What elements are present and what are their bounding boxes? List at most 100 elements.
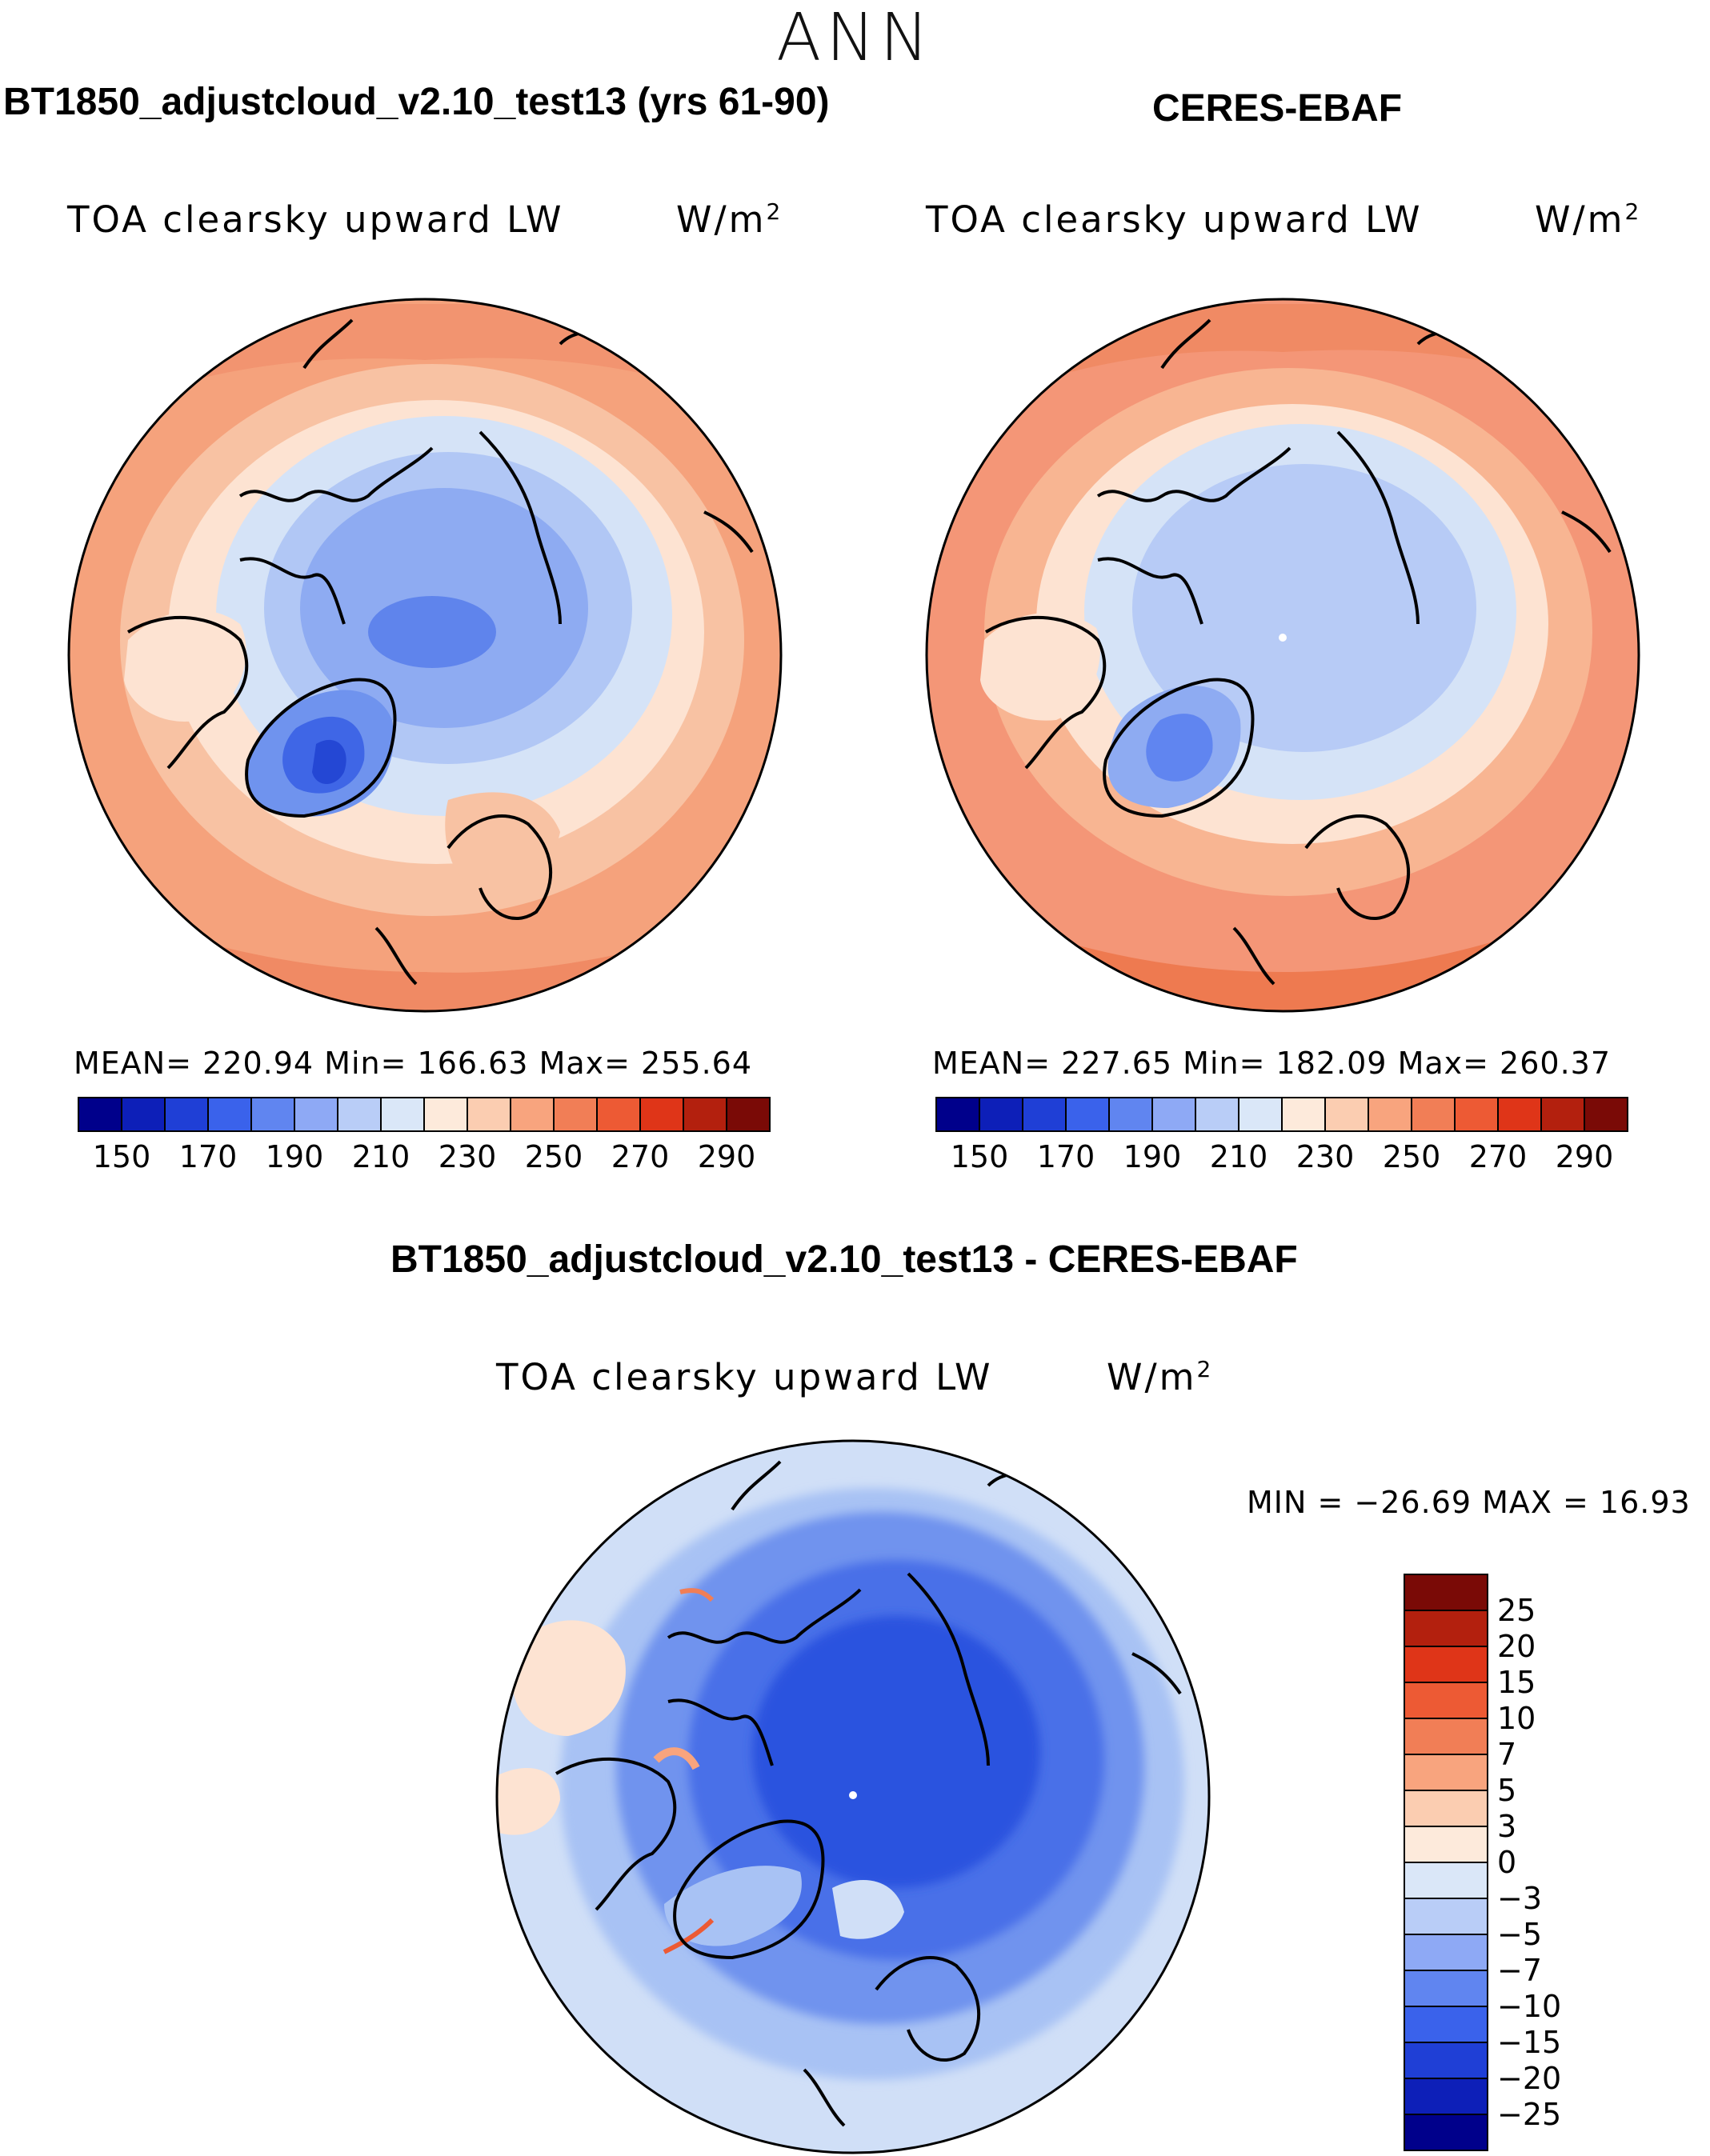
model-colorbar-swatch: [639, 1097, 684, 1132]
diff-map-border: [495, 1439, 1211, 2154]
diff-colorbar-tick-label: −5: [1497, 1917, 1543, 1952]
diff-colorbar-swatch: [1404, 1574, 1488, 1611]
diff-coastlines: [555, 1460, 1182, 2127]
diff-colorbar-swatch: [1404, 1862, 1488, 1899]
obs-colorbar-swatch: [1324, 1097, 1369, 1132]
model-colorbar-swatch: [121, 1097, 166, 1132]
obs-colorbar-swatch: [1195, 1097, 1239, 1132]
obs-colorbar: [935, 1097, 1628, 1132]
model-colorbar-swatch: [207, 1097, 252, 1132]
diff-colorbar-tick-label: 10: [1497, 1701, 1536, 1736]
model-map-border: [67, 298, 783, 1013]
obs-units-label: W/m2: [1535, 198, 1642, 241]
obs-colorbar-swatch: [1238, 1097, 1283, 1132]
model-colorbar-tick-label: 250: [524, 1139, 583, 1174]
diff-colorbar-tick-label: −10: [1497, 1989, 1562, 2024]
diff-colorbar-swatch: [1404, 2042, 1488, 2079]
model-colorbar-swatch: [467, 1097, 511, 1132]
obs-colorbar-swatch: [1151, 1097, 1196, 1132]
diff-colorbar-tick-label: 0: [1497, 1845, 1517, 1880]
model-colorbar-swatch: [380, 1097, 425, 1132]
model-colorbar-swatch: [250, 1097, 295, 1132]
obs-panel-title: CERES-EBAF: [1152, 87, 1403, 130]
model-units-label: W/m2: [676, 198, 783, 241]
obs-colorbar-swatch: [1022, 1097, 1067, 1132]
obs-colorbar-tick-label: 270: [1468, 1139, 1528, 1174]
obs-colorbar-swatch: [935, 1097, 980, 1132]
season-title: ANN: [776, 0, 934, 76]
diff-colorbar-tick-label: 7: [1497, 1737, 1517, 1772]
diff-colorbar-swatch: [1404, 1970, 1488, 2007]
diff-colorbar-tick-label: −3: [1497, 1881, 1543, 1916]
diff-colorbar-swatch: [1404, 1718, 1488, 1755]
diff-colorbar-tick-label: −20: [1497, 2061, 1562, 2096]
model-colorbar-tick-label: 150: [92, 1139, 151, 1174]
diff-colorbar-swatch: [1404, 1682, 1488, 1719]
model-colorbar-swatch: [596, 1097, 641, 1132]
diff-colorbar: [1404, 1574, 1488, 2151]
obs-colorbar-swatch: [1454, 1097, 1499, 1132]
diff-colorbar-swatch: [1404, 1646, 1488, 1683]
diff-polar-map: [497, 1441, 1209, 2153]
model-variable-label: TOA clearsky upward LW: [67, 198, 564, 241]
obs-colorbar-swatch: [1368, 1097, 1412, 1132]
obs-variable-label: TOA clearsky upward LW: [926, 198, 1423, 241]
diff-colorbar-tick-label: 20: [1497, 1629, 1536, 1664]
obs-colorbar-tick-label: 290: [1555, 1139, 1614, 1174]
model-stats: MEAN= 220.94 Min= 166.63 Max= 255.64: [74, 1046, 753, 1081]
model-panel-title: BT1850_adjustcloud_v2.10_test13 (yrs 61-…: [3, 81, 830, 123]
diff-colorbar-tick-label: −7: [1497, 1953, 1543, 1988]
diff-colorbar-swatch: [1404, 1898, 1488, 1935]
diff-colorbar-swatch: [1404, 2114, 1488, 2151]
obs-colorbar-tick-label: 250: [1382, 1139, 1441, 1174]
diff-colorbar-swatch: [1404, 1826, 1488, 1863]
model-colorbar-swatch: [337, 1097, 382, 1132]
diff-variable-label: TOA clearsky upward LW: [496, 1356, 993, 1398]
obs-colorbar-tick-label: 170: [1036, 1139, 1095, 1174]
model-colorbar-tick-label: 170: [178, 1139, 238, 1174]
diff-colorbar-swatch: [1404, 1610, 1488, 1647]
diff-colorbar-tick-label: −15: [1497, 2025, 1562, 2060]
diff-units-label: W/m2: [1107, 1356, 1214, 1398]
diff-colorbar-tick-label: 25: [1497, 1593, 1536, 1628]
diff-colorbar-tick-label: 3: [1497, 1809, 1517, 1844]
diff-colorbar-swatch: [1404, 1934, 1488, 1971]
model-colorbar-tick-label: 210: [351, 1139, 410, 1174]
model-colorbar-swatch: [553, 1097, 598, 1132]
diff-colorbar-swatch: [1404, 2078, 1488, 2115]
model-colorbar-swatch: [683, 1097, 727, 1132]
obs-colorbar-swatch: [1411, 1097, 1456, 1132]
model-colorbar-swatch: [726, 1097, 771, 1132]
diff-colorbar-swatch: [1404, 1790, 1488, 1827]
obs-colorbar-swatch: [1065, 1097, 1110, 1132]
model-colorbar-swatch: [294, 1097, 338, 1132]
model-colorbar-tick-label: 190: [265, 1139, 324, 1174]
model-colorbar: [78, 1097, 771, 1132]
obs-colorbar-swatch: [1584, 1097, 1628, 1132]
obs-colorbar-tick-label: 150: [950, 1139, 1009, 1174]
model-colorbar-swatch: [423, 1097, 468, 1132]
diff-panel-title: BT1850_adjustcloud_v2.10_test13 - CERES-…: [390, 1238, 1298, 1281]
diff-colorbar-swatch: [1404, 1754, 1488, 1791]
obs-map-border: [925, 298, 1640, 1013]
obs-colorbar-swatch: [1540, 1097, 1585, 1132]
diff-colorbar-tick-label: 5: [1497, 1773, 1517, 1808]
model-colorbar-swatch: [510, 1097, 555, 1132]
diff-colorbar-tick-label: −25: [1497, 2097, 1562, 2132]
obs-colorbar-tick-label: 210: [1209, 1139, 1268, 1174]
model-colorbar-tick-label: 270: [611, 1139, 670, 1174]
model-colorbar-tick-label: 290: [697, 1139, 756, 1174]
obs-colorbar-swatch: [1281, 1097, 1326, 1132]
obs-colorbar-swatch: [1108, 1097, 1153, 1132]
obs-stats: MEAN= 227.65 Min= 182.09 Max= 260.37: [932, 1046, 1612, 1081]
obs-colorbar-swatch: [1497, 1097, 1542, 1132]
obs-colorbar-tick-label: 190: [1123, 1139, 1182, 1174]
obs-colorbar-tick-label: 230: [1296, 1139, 1355, 1174]
obs-colorbar-swatch: [979, 1097, 1023, 1132]
model-coastlines: [126, 318, 754, 986]
diff-colorbar-swatch: [1404, 2006, 1488, 2043]
model-colorbar-tick-label: 230: [438, 1139, 497, 1174]
diff-colorbar-tick-label: 15: [1497, 1665, 1536, 1700]
model-colorbar-swatch: [164, 1097, 209, 1132]
